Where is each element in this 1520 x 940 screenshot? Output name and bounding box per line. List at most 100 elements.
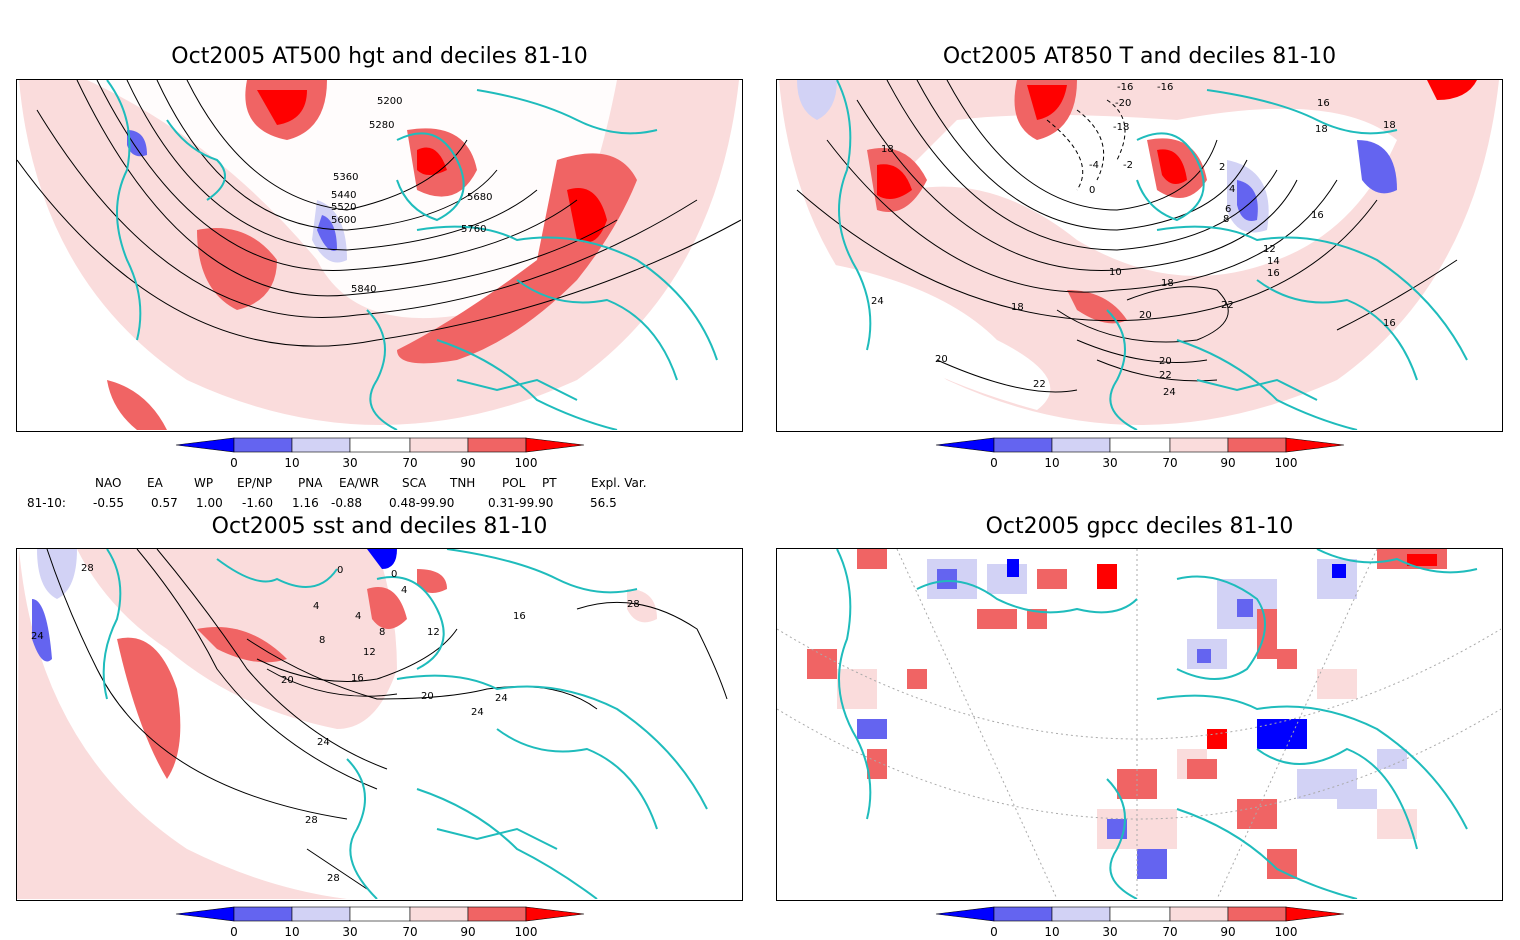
contour-label: 0	[1089, 185, 1095, 196]
colorbar-tick-label: 100	[1275, 925, 1298, 939]
contour-label: 5760	[461, 224, 486, 235]
contour-label: 12	[363, 647, 376, 658]
contour-label: 18	[1011, 302, 1024, 313]
contour-label: 0	[337, 565, 343, 576]
idx-header: WP	[194, 476, 214, 490]
colorbar-swatch	[1051, 906, 1111, 922]
colorbar-swatch	[993, 906, 1053, 922]
idx-header: POL	[502, 476, 526, 490]
colorbar-tick-label: 100	[515, 925, 538, 939]
contour-label: 5520	[331, 202, 356, 213]
colorbar-tick-label: 70	[402, 456, 417, 470]
contour-label: 16	[351, 673, 364, 684]
contour-label: 0	[391, 569, 397, 580]
contour-label: 5280	[369, 120, 394, 131]
contour-label: 5360	[333, 172, 358, 183]
idx-header: NAO	[95, 476, 122, 490]
colorbar-tick-label: 70	[402, 925, 417, 939]
panel-title-sst: Oct2005 sst and deciles 81-10	[211, 514, 548, 539]
contour-label: -4	[1089, 160, 1099, 171]
colorbar-swatch	[1285, 437, 1345, 453]
contour-label: 22	[1159, 370, 1172, 381]
contour-label: 24	[495, 693, 508, 704]
colorbar-tick-label: 10	[1044, 925, 1059, 939]
contour-label: 20	[1159, 356, 1172, 367]
colorbar-swatch	[1169, 906, 1229, 922]
idx-value: -1.60	[242, 496, 274, 510]
idx-value: 0.48-99.90	[389, 496, 455, 510]
colorbar-tick-label: 90	[460, 456, 475, 470]
map-panel-hgt500: 5200 5280 5360 5440 5520 5600 5680 5760 …	[16, 79, 743, 432]
colorbar-swatch	[291, 906, 351, 922]
contour-label: -18	[1113, 122, 1129, 133]
panel-title-gpcc: Oct2005 gpcc deciles 81-10	[985, 514, 1294, 539]
colorbar-swatch	[1227, 906, 1287, 922]
contour-label: 2	[1219, 162, 1225, 173]
panel-title-hgt500: Oct2005 AT500 hgt and deciles 81-10	[171, 44, 588, 69]
idx-header: PNA	[298, 476, 323, 490]
contour-label: -16	[1157, 82, 1173, 93]
contour-label: 4	[401, 585, 407, 596]
contour-label: 20	[935, 354, 948, 365]
contour-label: -16	[1117, 82, 1133, 93]
colorbar-swatch	[1109, 906, 1171, 922]
contour-label: 20	[421, 691, 434, 702]
colorbar-tick-label: 30	[342, 925, 357, 939]
colorbar-swatches: 0 10 30 70 90 100	[175, 906, 585, 939]
colorbar-tick-label: 30	[1102, 925, 1117, 939]
colorbar-tick-label: 70	[1162, 925, 1177, 939]
colorbar-tick-label: 100	[515, 456, 538, 470]
contour-label: 4	[1229, 184, 1235, 195]
contour-label: 28	[327, 873, 340, 884]
idx-value: 56.5	[590, 496, 617, 510]
contour-label: 4	[313, 601, 319, 612]
idx-header: Expl. Var.	[591, 476, 647, 490]
colorbar-bottom-left: 0 10 30 70 90 100	[175, 906, 585, 939]
colorbar-swatch	[409, 906, 469, 922]
colorbar-tick-label: 90	[460, 925, 475, 939]
contour-label: 24	[31, 631, 44, 642]
colorbar-swatches: 0 10 30 70 90 100	[935, 906, 1345, 939]
colorbar-tick-label: 30	[342, 456, 357, 470]
colorbar-tick-label: 0	[230, 925, 238, 939]
colorbar-swatch	[525, 906, 585, 922]
contour-label: 6	[1225, 204, 1231, 215]
contour-label: 10	[1109, 267, 1122, 278]
contour-label: 12	[1263, 244, 1276, 255]
contour-label: 16	[1311, 210, 1324, 221]
idx-header: EA/WR	[339, 476, 380, 490]
idx-value: 0.31-99.90	[488, 496, 554, 510]
contour-label: 8	[1223, 214, 1229, 225]
colorbar-tick-label: 10	[284, 456, 299, 470]
contour-label: 16	[1317, 98, 1330, 109]
contour-label: 5680	[467, 192, 492, 203]
colorbar-tick-label: 90	[1220, 925, 1235, 939]
map-panel-sst: 28 24 0 0 4 4 4 8 8 12 12 16 16 20 20 24…	[16, 548, 743, 901]
colorbar-top-left: 0 10 30 70 90 100	[175, 437, 585, 470]
panel-title-t850: Oct2005 AT850 T and deciles 81-10	[942, 44, 1337, 69]
idx-value: 1.00	[196, 496, 223, 510]
idx-value: 0.57	[151, 496, 178, 510]
colorbar-tick-label: 10	[1044, 456, 1059, 470]
colorbar-swatch	[291, 437, 351, 453]
colorbar-swatch	[935, 437, 995, 453]
colorbar-swatch	[935, 906, 995, 922]
colorbar-swatch	[1285, 906, 1345, 922]
contour-label: 24	[471, 707, 484, 718]
idx-header: TNH	[450, 476, 476, 490]
colorbar-tick-label: 70	[1162, 456, 1177, 470]
map-panel-t850: -16 -20 -16 18 -18 -2 -4 0 2 4 6 8 10 12…	[776, 79, 1503, 432]
idx-value: -0.88	[331, 496, 363, 510]
contour-label: 20	[281, 675, 294, 686]
contour-label: 22	[1033, 379, 1046, 390]
contour-label: 14	[1267, 256, 1280, 267]
colorbar-swatch	[349, 906, 411, 922]
contour-label: 16	[513, 611, 526, 622]
colorbar-swatch	[467, 906, 527, 922]
contour-label: 18	[1161, 278, 1174, 289]
contour-label: 5600	[331, 215, 356, 226]
colorbar-swatch	[409, 437, 469, 453]
colorbar-swatch	[1109, 437, 1171, 453]
idx-row-label: 81-10:	[27, 496, 66, 510]
colorbar-swatch	[467, 437, 527, 453]
